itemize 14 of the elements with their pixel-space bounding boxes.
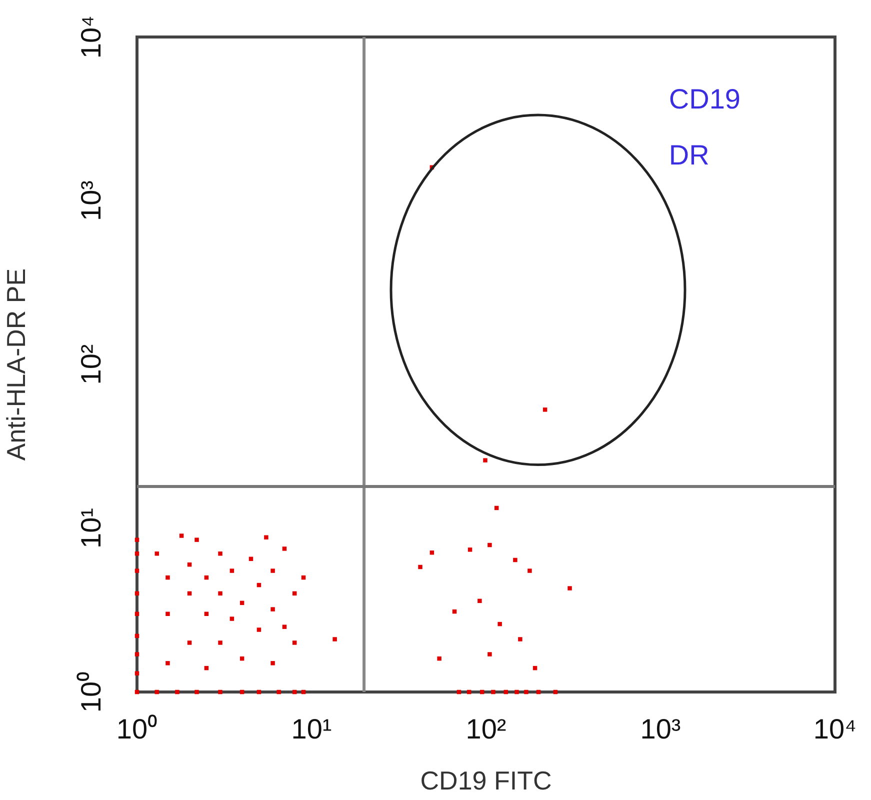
x-tick-label: 10⁰ — [116, 714, 158, 745]
x-tick-label: 10⁴ — [813, 714, 857, 745]
y-axis-title: Anti-HLA-DR PE — [0, 268, 31, 461]
x-tick-label: 10² — [466, 714, 506, 745]
annotation: DR — [668, 140, 710, 171]
y-tick-label: 10⁴ — [76, 15, 107, 59]
y-tick-label: 10⁰ — [76, 671, 107, 713]
y-tick-label: 10¹ — [76, 508, 107, 548]
y-tick-label: 10³ — [76, 180, 107, 221]
x-axis-title: CD19 FITC — [420, 766, 552, 796]
y-tick-label: 10² — [76, 344, 107, 385]
x-tick-label: 10¹ — [291, 714, 332, 745]
annotation: CD19 — [668, 84, 740, 115]
x-tick-label: 10³ — [640, 714, 681, 745]
